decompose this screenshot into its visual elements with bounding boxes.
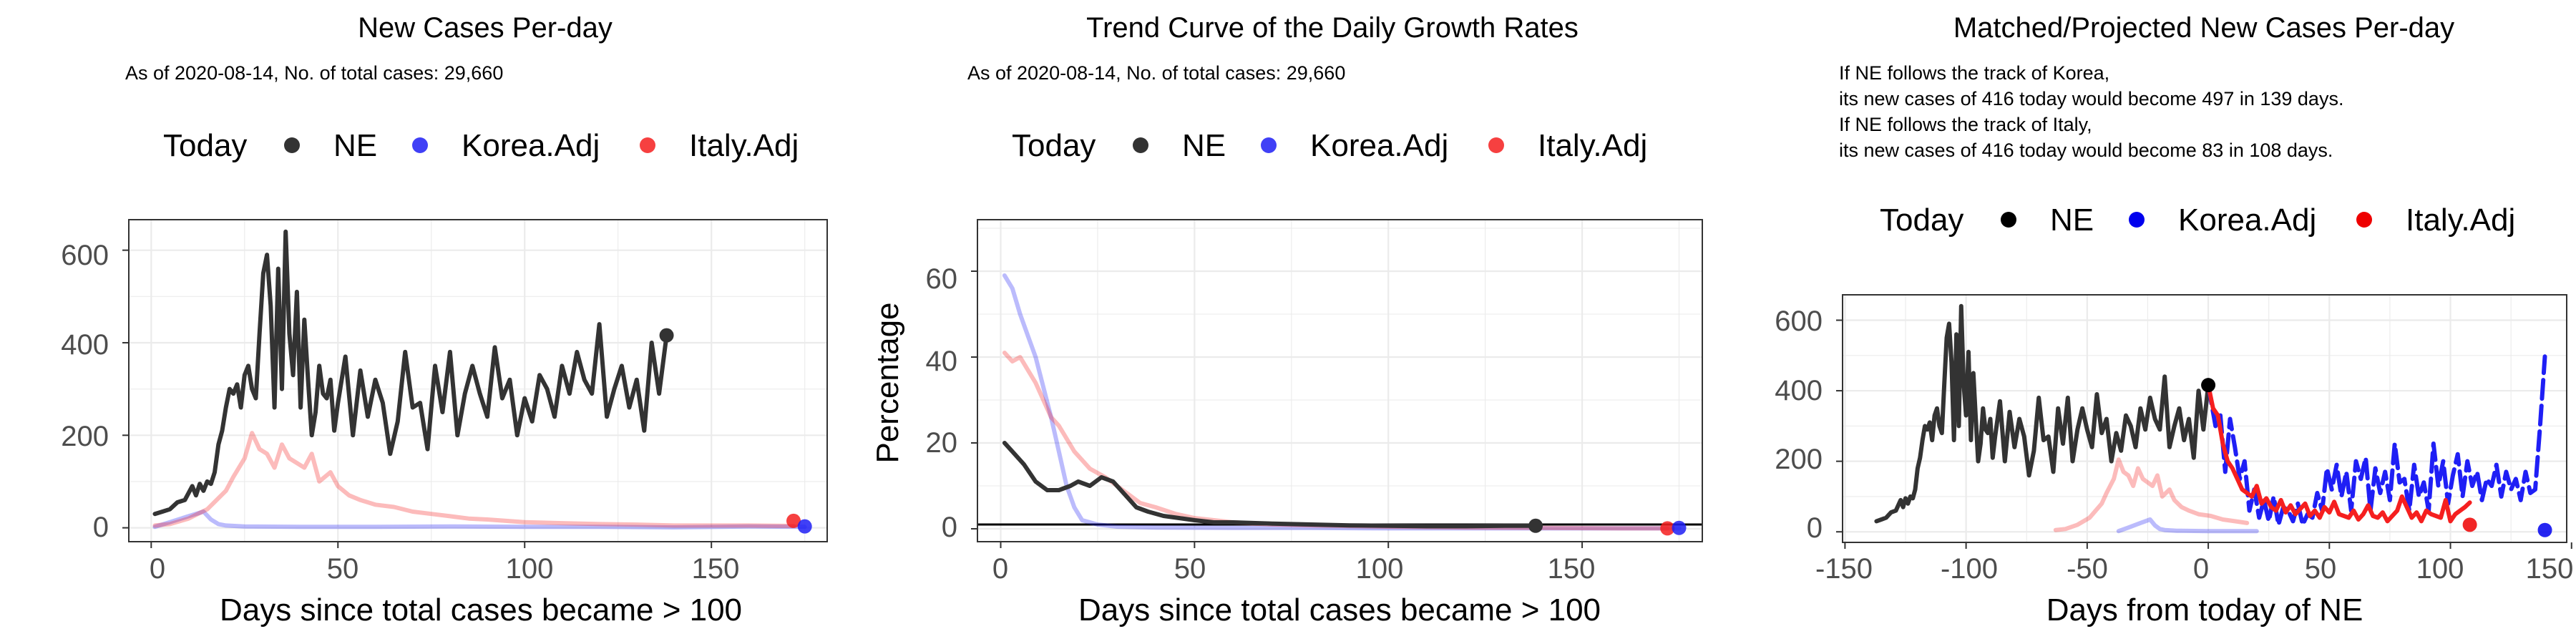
legend-label-ne: NE [2050, 203, 2094, 238]
x-axis-title: Days since total cases became > 100 [1078, 592, 1601, 628]
legend-label-italy: Italy.Adj [689, 128, 799, 163]
legend-label-korea: Korea.Adj [462, 128, 600, 163]
y-tick-label: 0 [942, 512, 957, 543]
today-point-korea-adj [2538, 523, 2552, 537]
plot-background [977, 220, 1702, 542]
legend-title: Today [1880, 203, 1963, 238]
legend: Today NE Korea.Adj Italy.Adj [163, 128, 799, 163]
today-point-korea-adj [798, 519, 812, 534]
panel-matched-projected: Matched/Projected New Cases Per-day If N… [1775, 12, 2573, 628]
y-tick-label: 600 [61, 240, 109, 271]
y-axis: 600 400 200 0 [61, 240, 109, 543]
chart-subtitle: If NE follows the track of Italy, [1839, 114, 2092, 135]
y-tick-label: 40 [926, 346, 958, 377]
x-tick-label: 50 [1174, 553, 1206, 585]
legend-key-ne [1133, 137, 1148, 153]
x-tick-label: 150 [692, 553, 740, 585]
legend-key-italy [1488, 137, 1504, 153]
chart-subtitle: If NE follows the track of Korea, [1839, 62, 2109, 84]
chart-subtitle: its new cases of 416 today would become … [1839, 88, 2343, 109]
legend-title: Today [1012, 128, 1096, 163]
today-point-ne [1528, 519, 1543, 533]
x-tick-label: 100 [1356, 553, 1404, 585]
chart-subtitle: As of 2020-08-14, No. of total cases: 29… [125, 62, 503, 84]
today-point-ne [2201, 378, 2215, 392]
today-point-ne [660, 328, 674, 343]
y-tick-label: 0 [93, 512, 109, 543]
x-axis-title: Days from today of NE [2046, 592, 2363, 628]
legend-label-korea: Korea.Adj [2178, 203, 2316, 238]
legend-label-korea: Korea.Adj [1310, 128, 1448, 163]
chart-title: Matched/Projected New Cases Per-day [1953, 12, 2454, 44]
legend-key-ne [2001, 212, 2016, 228]
y-tick-label: 400 [61, 329, 109, 361]
legend-label-ne: NE [333, 128, 377, 163]
x-tick-label: 100 [2416, 553, 2464, 585]
x-tick-label: 0 [150, 553, 165, 585]
x-tick-label: -150 [1815, 553, 1873, 585]
y-tick-label: 200 [1775, 444, 1823, 475]
y-tick-label: 400 [1775, 375, 1823, 406]
grid [971, 220, 1702, 548]
legend-key-italy [640, 137, 655, 153]
today-point-korea-adj [1672, 521, 1686, 535]
panel-new-cases-per-day: New Cases Per-day As of 2020-08-14, No. … [61, 12, 827, 628]
legend-key-ne [284, 137, 300, 153]
legend-label-italy: Italy.Adj [2406, 203, 2515, 238]
x-tick-label: 150 [1548, 553, 1596, 585]
panel-growth-rates: Trend Curve of the Daily Growth Rates As… [870, 12, 1702, 628]
legend-key-korea [412, 137, 428, 153]
legend-key-italy [2356, 212, 2372, 228]
y-tick-label: 20 [926, 427, 958, 459]
y-tick-label: 600 [1775, 306, 1823, 337]
legend-title: Today [163, 128, 247, 163]
x-axis-title: Days since total cases became > 100 [220, 592, 742, 628]
x-axis: -150 -100 -50 0 50 100 150 [1815, 553, 2573, 585]
x-tick-label: 50 [2305, 553, 2337, 585]
chart-title: New Cases Per-day [358, 12, 613, 44]
legend-label-ne: NE [1182, 128, 1226, 163]
x-tick-label: 150 [2526, 553, 2574, 585]
y-axis-title: Percentage [870, 302, 905, 463]
chart-title: Trend Curve of the Daily Growth Rates [1086, 12, 1579, 44]
grid [122, 220, 827, 548]
x-tick-label: 100 [506, 553, 554, 585]
legend-key-korea [2129, 212, 2145, 228]
legend-key-korea [1261, 137, 1277, 153]
x-tick-label: 0 [992, 553, 1008, 585]
chart-subtitle: its new cases of 416 today would become … [1839, 140, 2333, 161]
x-tick-label: -100 [1941, 553, 1998, 585]
y-tick-label: 0 [1807, 512, 1823, 544]
legend-label-italy: Italy.Adj [1538, 128, 1647, 163]
x-tick-label: 50 [327, 553, 359, 585]
x-axis: 0 50 100 150 [992, 553, 1596, 585]
y-axis: 60 40 20 0 [926, 263, 958, 543]
today-point-italy-adj [2463, 517, 2477, 532]
y-tick-label: 200 [61, 421, 109, 452]
x-tick-label: 0 [2193, 553, 2209, 585]
y-tick-label: 60 [926, 263, 958, 295]
x-axis: 0 50 100 150 [150, 553, 740, 585]
legend: Today NE Korea.Adj Italy.Adj [1880, 203, 2515, 238]
legend: Today NE Korea.Adj Italy.Adj [1012, 128, 1647, 163]
y-axis: 600 400 200 0 [1775, 306, 1823, 544]
chart-subtitle: As of 2020-08-14, No. of total cases: 29… [967, 62, 1345, 84]
x-tick-label: -50 [2067, 553, 2108, 585]
